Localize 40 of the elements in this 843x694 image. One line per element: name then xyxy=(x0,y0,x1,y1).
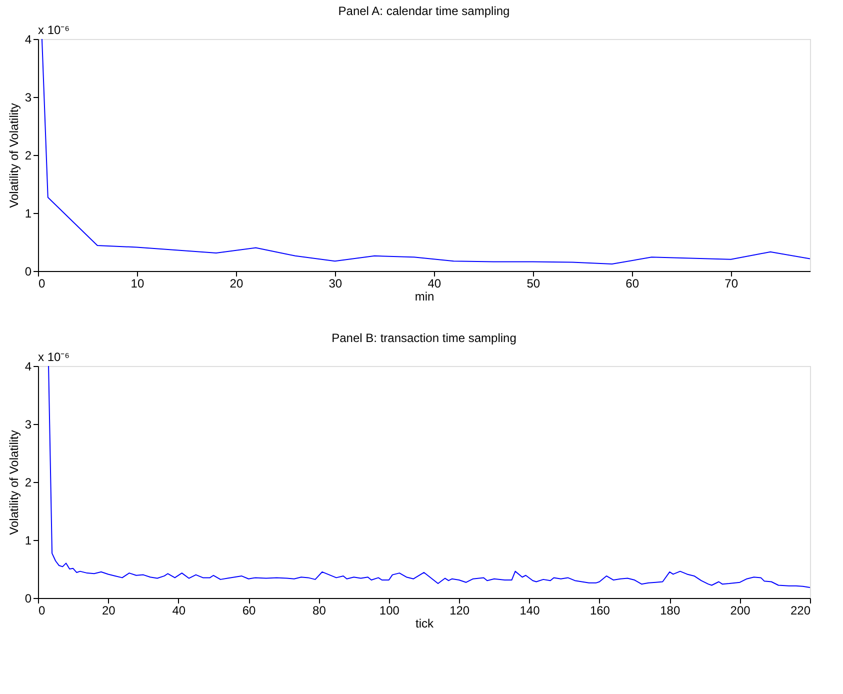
x-tick-label: 160 xyxy=(590,604,610,618)
y-tick-label: 0 xyxy=(24,592,32,606)
x-axis-title: tick xyxy=(416,616,434,630)
y-tick-label: 3 xyxy=(24,90,32,104)
y-tick-label: 4 xyxy=(24,360,32,374)
y-tick-label: 3 xyxy=(24,418,32,432)
x-tick-label: 80 xyxy=(312,604,326,618)
text: x 10⁻⁶ xyxy=(38,23,70,37)
x-tick-label: 220 xyxy=(790,604,811,618)
y-tick-label: 2 xyxy=(24,148,32,162)
y-tick-label: 1 xyxy=(24,534,32,548)
y-tick-label: 0 xyxy=(24,264,32,278)
x-tick-label: 20 xyxy=(102,604,116,618)
x-tick-label: 10 xyxy=(130,276,144,290)
x-tick-label: 50 xyxy=(526,276,540,290)
x-tick-label: 60 xyxy=(242,604,256,618)
x-tick-label: 100 xyxy=(379,604,400,618)
line-series xyxy=(48,366,810,588)
y-axis-title: Volatility of Volatility xyxy=(6,430,21,535)
y-tick-label: 4 xyxy=(24,32,32,46)
x-tick-label: 70 xyxy=(724,276,738,290)
line-series xyxy=(41,39,810,265)
x-tick-label: 200 xyxy=(730,604,751,618)
x-tick-label: 20 xyxy=(230,276,244,290)
x-tick-label: 120 xyxy=(450,604,470,618)
x-axis-title: min xyxy=(414,290,434,304)
x-tick-label: 0 xyxy=(38,604,46,618)
x-tick-label: 0 xyxy=(38,276,46,290)
x-tick-label: 140 xyxy=(520,604,540,618)
y-axis-title: Volatility of Volatility xyxy=(6,103,21,208)
y-tick-label: 2 xyxy=(24,476,32,490)
x-tick-label: 60 xyxy=(626,276,640,290)
x-tick-label: 40 xyxy=(172,604,186,618)
x-tick-label: 30 xyxy=(328,276,342,290)
chart-title: Panel B: transaction time sampling xyxy=(332,331,516,345)
x-tick-label: 180 xyxy=(660,604,680,618)
chart-title: Panel A: calendar time sampling xyxy=(338,4,510,18)
y-tick-label: 1 xyxy=(24,206,32,220)
text: x 10⁻⁶ xyxy=(38,350,70,364)
x-tick-label: 40 xyxy=(428,276,442,290)
